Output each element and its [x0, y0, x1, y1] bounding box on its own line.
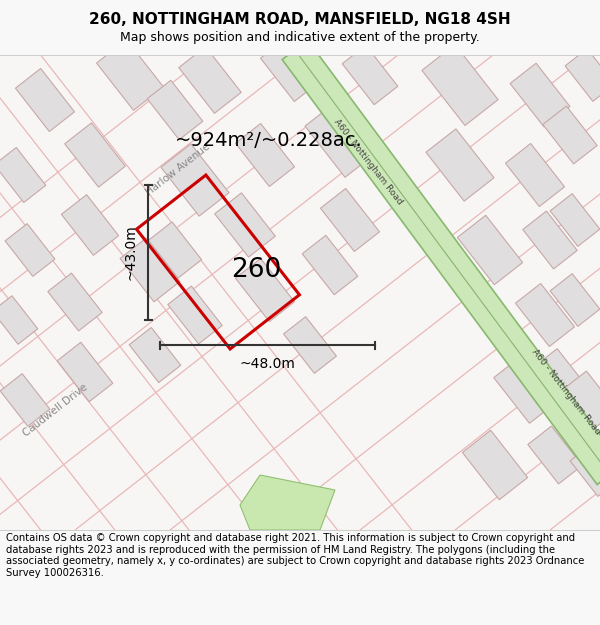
Polygon shape: [457, 215, 523, 285]
Text: Contains OS data © Crown copyright and database right 2021. This information is : Contains OS data © Crown copyright and d…: [6, 533, 584, 578]
Polygon shape: [528, 426, 582, 484]
Polygon shape: [426, 129, 494, 201]
Polygon shape: [161, 144, 229, 216]
Polygon shape: [505, 144, 565, 206]
Polygon shape: [61, 194, 119, 256]
Polygon shape: [422, 44, 498, 126]
Polygon shape: [515, 284, 575, 346]
Text: ~43.0m: ~43.0m: [124, 224, 138, 281]
Polygon shape: [147, 80, 203, 140]
Text: ~48.0m: ~48.0m: [239, 357, 295, 371]
Polygon shape: [305, 102, 375, 178]
Polygon shape: [463, 430, 527, 500]
Polygon shape: [0, 296, 38, 344]
Polygon shape: [550, 274, 600, 326]
Polygon shape: [179, 47, 241, 113]
Polygon shape: [235, 124, 295, 186]
Polygon shape: [320, 189, 380, 251]
Text: Map shows position and indicative extent of the property.: Map shows position and indicative extent…: [120, 31, 480, 44]
Polygon shape: [570, 444, 600, 496]
Polygon shape: [535, 349, 585, 401]
Polygon shape: [302, 235, 358, 295]
Polygon shape: [16, 69, 74, 131]
Polygon shape: [510, 63, 570, 127]
Polygon shape: [563, 371, 600, 429]
Text: 260: 260: [231, 257, 281, 283]
Polygon shape: [129, 328, 181, 382]
Text: A60 - Nottingham Road: A60 - Nottingham Road: [332, 118, 404, 206]
Polygon shape: [148, 222, 202, 278]
Polygon shape: [260, 39, 320, 101]
Polygon shape: [48, 273, 102, 331]
Polygon shape: [57, 342, 113, 402]
Text: 260, NOTTINGHAM ROAD, MANSFIELD, NG18 4SH: 260, NOTTINGHAM ROAD, MANSFIELD, NG18 4S…: [89, 12, 511, 28]
Text: A60 - Nottingham Road: A60 - Nottingham Road: [530, 348, 600, 436]
Polygon shape: [550, 194, 600, 246]
Polygon shape: [215, 193, 275, 257]
Text: ~924m²/~0.228ac.: ~924m²/~0.228ac.: [175, 131, 363, 149]
Text: Harlow Avenue: Harlow Avenue: [144, 142, 212, 198]
Polygon shape: [342, 45, 398, 105]
Polygon shape: [494, 357, 556, 423]
Polygon shape: [65, 123, 125, 187]
Polygon shape: [168, 286, 222, 344]
Polygon shape: [284, 317, 337, 373]
Polygon shape: [543, 106, 597, 164]
Polygon shape: [235, 259, 295, 321]
Polygon shape: [523, 211, 577, 269]
Polygon shape: [282, 41, 600, 484]
Polygon shape: [0, 148, 46, 202]
Polygon shape: [240, 475, 335, 530]
Polygon shape: [0, 374, 50, 426]
Polygon shape: [120, 238, 180, 302]
Text: Caudwell Drive: Caudwell Drive: [21, 382, 89, 438]
Polygon shape: [97, 39, 163, 111]
Polygon shape: [5, 224, 55, 276]
Polygon shape: [565, 49, 600, 101]
